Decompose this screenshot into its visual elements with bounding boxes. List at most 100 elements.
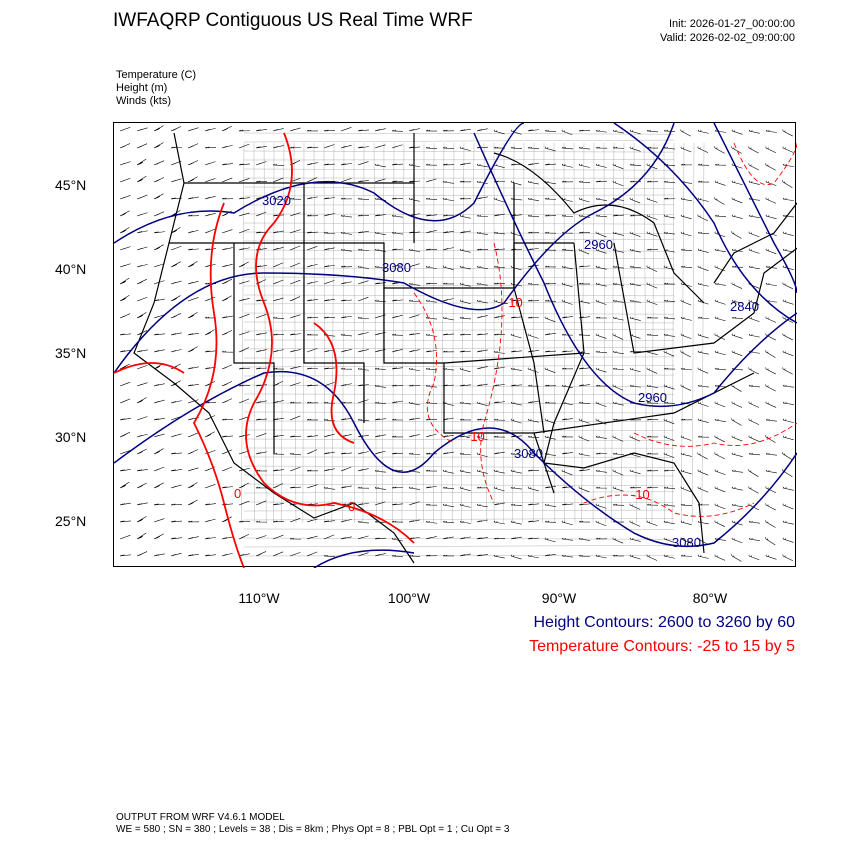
wind-barb (238, 247, 250, 251)
wind-barb (391, 144, 403, 149)
wind-barb (272, 333, 285, 336)
wind-barb (595, 282, 607, 287)
wind-barb (680, 537, 692, 544)
wind-barb (119, 210, 130, 217)
wind-barb (748, 401, 760, 408)
wind-barb (153, 466, 165, 472)
wind-barb (561, 231, 574, 234)
wind-barb (238, 520, 251, 523)
wind-barb (646, 520, 658, 526)
wind-barb (340, 127, 352, 132)
wind-barb (731, 333, 743, 339)
wind-barb (595, 452, 608, 455)
wind-barb (306, 418, 319, 421)
wind-barb (408, 299, 420, 302)
wind-barb (731, 163, 743, 169)
wind-barb (765, 146, 777, 154)
wind-barb (459, 367, 471, 373)
wind-barb (119, 161, 131, 166)
wind-barb (544, 486, 556, 489)
wind-barb (714, 333, 726, 340)
wind-barb (748, 248, 760, 254)
wind-barb (272, 417, 284, 421)
wind-barb (408, 349, 420, 353)
wind-barb (782, 452, 793, 461)
wind-barb (578, 129, 591, 132)
wind-barb (765, 316, 777, 323)
wind-barb (731, 129, 743, 135)
wind-barb (374, 367, 387, 370)
wind-barb (170, 400, 182, 404)
wind-barb (476, 503, 488, 508)
wind-barb (391, 554, 403, 558)
plot-title: IWFAQRP Contiguous US Real Time WRF (113, 10, 473, 31)
wind-barb (527, 129, 539, 132)
wind-barb (561, 282, 573, 288)
wind-barb (289, 517, 301, 523)
wind-barb (714, 299, 726, 305)
wind-barb (527, 486, 539, 492)
wind-barb (408, 333, 420, 336)
wind-barb (306, 535, 318, 540)
wind-barb (272, 297, 284, 302)
wind-barb (272, 247, 284, 251)
wind-barb (697, 146, 709, 153)
wind-barb (476, 128, 488, 132)
wind-barb (714, 214, 726, 217)
wind-barb (221, 229, 233, 234)
wind-barb (561, 146, 573, 150)
wind-barb (578, 248, 590, 255)
wind-barb (425, 248, 437, 251)
wind-barb (629, 146, 641, 152)
wind-barb (153, 383, 165, 387)
wind-barb (136, 296, 148, 302)
wind-barb (204, 431, 215, 438)
wind-barb (221, 449, 233, 455)
wind-barb (510, 197, 522, 201)
wind-barb (153, 125, 164, 132)
wind-barb (595, 146, 608, 149)
wind-barb (544, 367, 556, 373)
wind-barb (748, 231, 760, 238)
wind-barb (731, 452, 743, 457)
wind-barb (476, 214, 488, 217)
wind-barb (544, 197, 557, 200)
wind-barb (119, 502, 131, 506)
wind-barb (459, 282, 471, 287)
wind-barb (697, 333, 709, 339)
wind-barb (561, 503, 573, 506)
wind-barb (187, 160, 199, 166)
wind-barb (255, 161, 267, 166)
wind-barb (629, 282, 641, 287)
temperature-label: -10 (504, 295, 523, 310)
wind-barb (306, 367, 318, 370)
wind-barb (374, 144, 386, 149)
wind-barb (476, 383, 488, 387)
wind-barb (306, 246, 318, 251)
wind-barb (272, 434, 284, 438)
wind-barb (561, 367, 574, 370)
wind-barb (663, 367, 676, 370)
wind-barb (510, 520, 522, 525)
height-contour-legend: Height Contours: 2600 to 3260 by 60 (533, 614, 795, 631)
wind-barb (425, 197, 438, 200)
wind-barb (680, 231, 692, 237)
wind-barb (629, 197, 641, 204)
wind-barb (187, 143, 199, 149)
wind-barb (629, 486, 642, 489)
wind-barb (289, 279, 301, 285)
wind-barb (119, 450, 131, 455)
wind-barb (527, 367, 539, 373)
wind-barb (782, 282, 794, 290)
wind-barb (765, 197, 777, 204)
wind-barb (748, 129, 760, 134)
wind-barb (765, 214, 777, 220)
wind-barb (476, 315, 488, 319)
wind-barb (646, 452, 659, 455)
wind-barb (374, 384, 386, 388)
model-info: OUTPUT FROM WRF V4.6.1 MODEL (116, 812, 285, 823)
wind-barb (748, 418, 760, 425)
wind-barb (119, 431, 131, 438)
wind-barb (425, 282, 438, 285)
wind-barb (136, 143, 148, 149)
